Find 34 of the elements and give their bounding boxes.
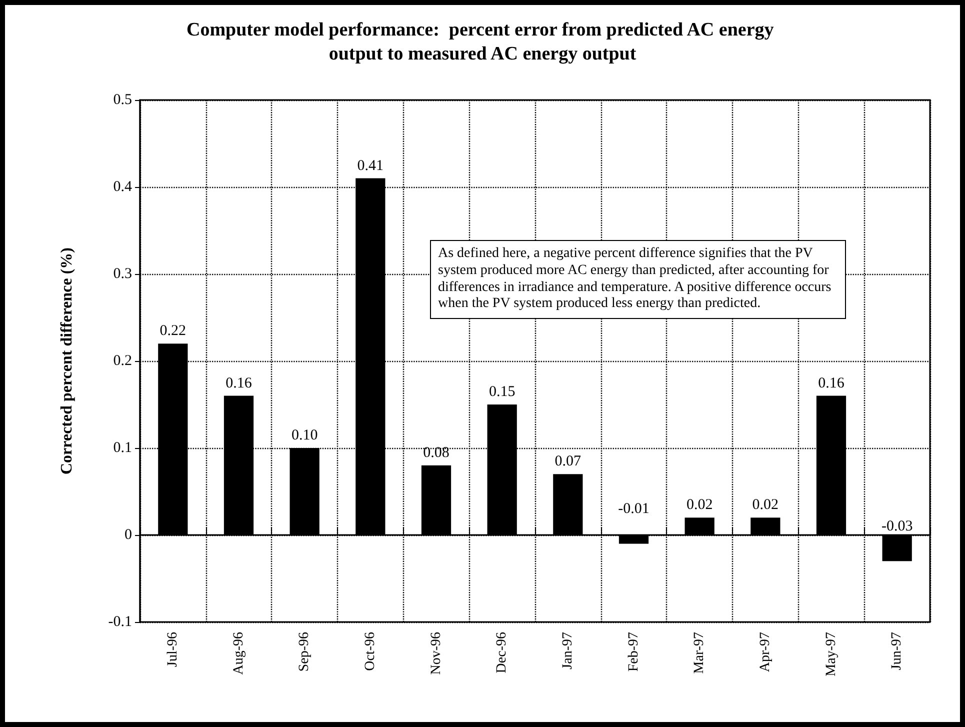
x-tick-label: Jul-96 xyxy=(165,632,180,667)
x-tick-label: Sep-96 xyxy=(297,632,312,672)
x-tick-label: May-97 xyxy=(824,632,839,676)
y-axis-title: Corrected percent difference (%) xyxy=(58,247,76,475)
data-label: 0.16 xyxy=(818,375,845,392)
chart-title: Computer model performance: percent error from predicted AC energy output to measured AC energy output xyxy=(186,20,779,64)
y-tick-label: 0.3 xyxy=(113,266,132,282)
x-tick-label: Apr-97 xyxy=(758,632,773,672)
data-label: -0.01 xyxy=(618,501,650,518)
y-tick-label: 0.4 xyxy=(113,179,132,195)
data-label: 0.22 xyxy=(160,323,186,340)
x-tick-label: Aug-96 xyxy=(231,632,246,675)
annotation: As defined here, a negative percent difference signifies that the PV system produced more AC energy than predicted, after accounting for differences in irradiance and temperature. A positive difference occurs when the PV system produced less energy than predicted. xyxy=(430,240,846,320)
y-tick-label: 0.1 xyxy=(113,440,132,456)
y-tick-label: 0.2 xyxy=(113,353,132,369)
data-label: 0.02 xyxy=(752,497,779,514)
data-label: -0.03 xyxy=(881,518,913,535)
data-label: 0.07 xyxy=(554,454,582,470)
x-tick-label: Jun-97 xyxy=(890,632,905,670)
x-tick-label: Nov-96 xyxy=(428,632,444,675)
x-tick-label: Feb-97 xyxy=(626,632,642,672)
x-tick-label: Mar-97 xyxy=(692,632,708,674)
data-label: 0.02 xyxy=(686,497,713,514)
x-tick-label: Dec-96 xyxy=(494,632,510,674)
y-tick-label: 0.5 xyxy=(113,92,132,108)
data-label: 0.15 xyxy=(488,384,516,400)
y-tick-label: -0.1 xyxy=(108,614,132,630)
x-tick-label: Jan-97 xyxy=(560,632,576,670)
y-tick-label: 0 xyxy=(124,527,132,543)
data-label: 0.41 xyxy=(357,158,384,174)
data-label: 0.16 xyxy=(226,375,252,392)
data-label: 0.10 xyxy=(291,428,318,444)
x-tick-label: Oct-96 xyxy=(362,632,378,671)
data-label: 0.08 xyxy=(423,444,450,461)
